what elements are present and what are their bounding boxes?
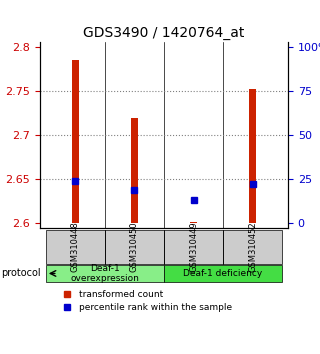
Bar xyxy=(249,89,256,223)
Title: GDS3490 / 1420764_at: GDS3490 / 1420764_at xyxy=(83,26,245,40)
Bar xyxy=(190,222,197,223)
Bar xyxy=(131,118,138,223)
Text: GSM310452: GSM310452 xyxy=(248,222,257,272)
Bar xyxy=(46,230,105,264)
Text: Deaf-1
overexpression: Deaf-1 overexpression xyxy=(70,264,140,283)
Text: GSM310448: GSM310448 xyxy=(71,222,80,273)
Bar xyxy=(72,60,79,223)
Bar xyxy=(223,230,282,264)
Bar xyxy=(105,230,164,264)
Legend: transformed count, percentile rank within the sample: transformed count, percentile rank withi… xyxy=(54,286,236,315)
Text: GSM310449: GSM310449 xyxy=(189,222,198,272)
Text: protocol: protocol xyxy=(2,268,41,279)
Bar xyxy=(164,230,223,264)
Text: GSM310450: GSM310450 xyxy=(130,222,139,272)
Text: Deaf-1 deficiency: Deaf-1 deficiency xyxy=(183,269,263,278)
Bar xyxy=(164,265,282,282)
Bar xyxy=(46,265,164,282)
